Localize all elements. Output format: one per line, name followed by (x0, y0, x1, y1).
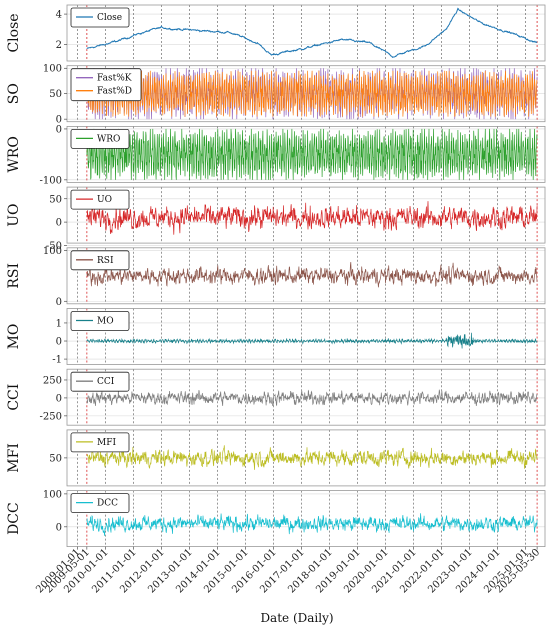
y-tick-label: 0 (56, 522, 62, 533)
panel-so: 0 50 100 SO Fast%K Fast%D (6, 64, 546, 126)
y-tick-label: -50 (46, 241, 62, 252)
legend-box (70, 371, 130, 392)
panel-frame (66, 368, 546, 426)
legend-label: MFI (97, 438, 116, 448)
legend-label: WRO (97, 134, 120, 144)
panel-dcc: 0 100 DCC DCC (6, 489, 546, 548)
y-tick-label: 50 (49, 194, 62, 205)
y-tick-label: -1 (52, 355, 62, 366)
y-tick-label: -250 (40, 411, 62, 422)
panel-frame (66, 308, 546, 365)
panel-frame (66, 490, 546, 548)
x-axis: 2009-01-012010-01-012011-01-012012-01-01… (34, 546, 542, 595)
series-line-mo (86, 332, 538, 349)
y-tick-label: 4 (56, 10, 62, 21)
legend-box (70, 68, 142, 102)
legend-box (70, 189, 130, 210)
series-lines (86, 513, 538, 536)
series-lines (86, 332, 538, 349)
legend-box (70, 311, 130, 331)
y-axis-label: SO (6, 83, 22, 104)
y-tick-label: 0 (56, 393, 62, 404)
legend-label: Fast%D (97, 87, 132, 97)
panel-frame (66, 4, 546, 62)
y-tick-label: 2 (56, 40, 62, 51)
series-lines (86, 389, 538, 407)
y-tick-label: 0 (56, 218, 62, 229)
series-lines (86, 261, 538, 288)
y-axis-label: CCI (6, 384, 22, 411)
legend-label: MO (97, 317, 114, 327)
y-axis-label: RSI (6, 263, 22, 289)
y-tick-label: 0 (56, 115, 62, 126)
legend: Fast%K Fast%D (70, 68, 142, 102)
y-axis-label: MO (6, 324, 22, 350)
series-line-rsi (86, 261, 538, 288)
legend-label: CCI (97, 377, 115, 387)
legend: MO (70, 311, 130, 331)
panel-close: 2 4 Close Close (6, 4, 546, 62)
legend-box (70, 128, 130, 149)
series-line-uo (86, 201, 538, 235)
panel-frame (66, 126, 546, 183)
panel-mo: -1 0 1 MO MO (6, 308, 546, 366)
y-tick-label: 100 (43, 489, 62, 500)
y-tick-label: 250 (43, 375, 62, 386)
y-tick-label: 100 (43, 64, 62, 75)
series-line-wro (86, 128, 538, 180)
legend: UO (70, 189, 130, 210)
series-lines (86, 445, 538, 470)
legend-label: DCC (97, 499, 118, 509)
legend-box (70, 250, 130, 271)
series-line-fastpctd (86, 70, 538, 117)
x-axis-label: Date (Daily) (260, 611, 333, 625)
legend-label: Fast%K (97, 74, 132, 84)
series-lines (86, 128, 538, 180)
legend: DCC (70, 493, 130, 514)
panel-mfi: 50 MFI MFI (6, 429, 546, 487)
series-line-mfi (86, 445, 538, 470)
series-lines (86, 7, 538, 58)
legend-label: RSI (97, 256, 114, 266)
y-axis-label: DCC (6, 502, 22, 535)
legend: MFI (70, 432, 130, 453)
y-axis-label: Close (6, 13, 22, 52)
y-axis-label: UO (6, 203, 22, 226)
series-line-close (86, 7, 538, 58)
y-tick-label: 100 (43, 246, 62, 257)
panel-uo: -50 0 50 UO UO (6, 186, 546, 252)
y-tick-label: 0 (56, 337, 62, 348)
legend-box (70, 7, 130, 28)
legend: WRO (70, 128, 130, 149)
series-lines (86, 201, 538, 235)
y-tick-label: 0 (56, 124, 62, 135)
y-tick-label: -100 (40, 175, 62, 186)
legend-box (70, 493, 130, 514)
panel-cci: -250 0 250 CCI CCI (6, 368, 546, 426)
legend: RSI (70, 250, 130, 271)
y-tick-label: 50 (49, 453, 62, 464)
y-axis-label: MFI (6, 443, 22, 473)
legend: Close (70, 7, 130, 28)
y-tick-label: 50 (49, 89, 62, 100)
series-lines (86, 68, 538, 120)
panel-rsi: 0 100 RSI RSI (6, 246, 546, 308)
panel-frame (66, 247, 546, 305)
legend: CCI (70, 371, 130, 392)
series-line-cci (86, 389, 538, 407)
y-axis-label: WRO (6, 136, 22, 172)
y-tick-label: 1 (56, 318, 62, 329)
y-tick-label: 0 (56, 297, 62, 308)
panel-wro: -100 0 WRO WRO (6, 124, 546, 186)
legend-label: Close (97, 13, 122, 23)
legend-label: UO (97, 195, 112, 205)
panel-frame (66, 186, 546, 244)
legend-box (70, 432, 130, 453)
series-line-dcc (86, 513, 538, 536)
